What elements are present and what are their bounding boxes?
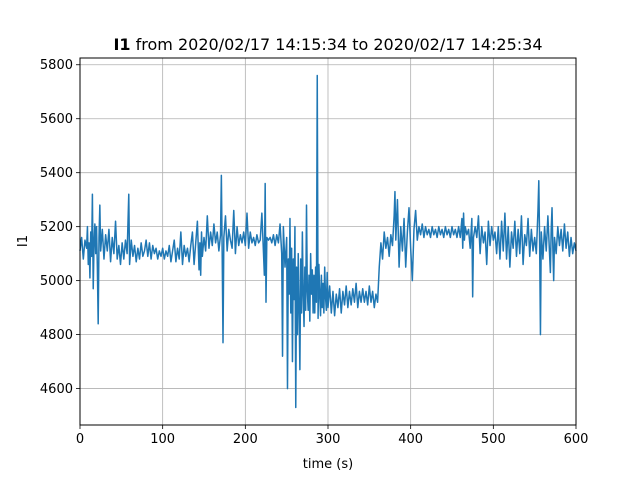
y-tick-label: 4600 xyxy=(40,382,73,397)
series-line-i1 xyxy=(79,74,577,409)
y-tick-label: 4800 xyxy=(40,328,73,343)
x-tick-label: 200 xyxy=(233,432,258,447)
x-tick-label: 500 xyxy=(481,432,506,447)
y-tick-label: 5600 xyxy=(40,112,73,127)
x-tick-label: 600 xyxy=(564,432,589,447)
x-tick-label: 0 xyxy=(76,432,84,447)
x-axis: 0 100 200 300 400 500 600 xyxy=(76,425,589,447)
y-tick-label: 5800 xyxy=(40,58,73,73)
y-axis-label: I1 xyxy=(16,235,31,247)
chart-title-rest: from 2020/02/17 14:15:34 to 2020/02/17 1… xyxy=(131,35,543,54)
y-tick-label: 5000 xyxy=(40,274,73,289)
y-tick-label: 5400 xyxy=(40,166,73,181)
chart-title-bold: I1 xyxy=(113,35,130,54)
x-tick-label: 300 xyxy=(316,432,341,447)
y-axis: 4600 4800 5000 5200 5400 5600 5800 xyxy=(40,58,80,397)
x-tick-label: 100 xyxy=(150,432,175,447)
chart-title: I1 from 2020/02/17 14:15:34 to 2020/02/1… xyxy=(113,35,542,54)
y-tick-label: 5200 xyxy=(40,220,73,235)
x-axis-label: time (s) xyxy=(303,457,353,472)
x-tick-label: 400 xyxy=(398,432,423,447)
